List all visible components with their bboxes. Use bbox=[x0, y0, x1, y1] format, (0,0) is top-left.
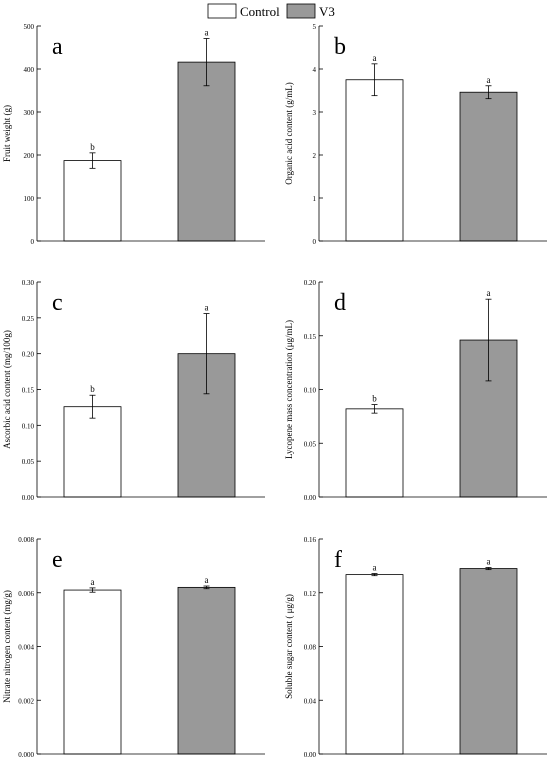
panel-b-y-axis-label: Organic acid content (g/mL) bbox=[284, 82, 294, 185]
panel-d-error-bar-control bbox=[371, 404, 378, 414]
panel-a-label: a bbox=[52, 34, 63, 60]
panel-f-y-tick-label: 0.00 bbox=[304, 751, 317, 759]
panel-d-significance-letter: a bbox=[487, 288, 491, 298]
panel-a-y-tick-label: 500 bbox=[24, 23, 35, 31]
panel-c-y-tick-label: 0.30 bbox=[22, 279, 35, 287]
panel-b-y-tick-label: 1 bbox=[313, 195, 317, 203]
panel-e-label: e bbox=[52, 547, 63, 573]
panel-f-y-tick-label: 0.04 bbox=[304, 697, 317, 705]
panel-e-significance-letter: a bbox=[205, 575, 209, 585]
panel-d-y-tick-label: 0.10 bbox=[304, 387, 317, 395]
panel-d-y-tick-label: 0.00 bbox=[304, 494, 317, 502]
panel-a-y-tick-label: 200 bbox=[24, 152, 35, 160]
panel-f-bar-control bbox=[345, 574, 404, 755]
panel-a-y-axis-label: Fruit weight (g) bbox=[2, 105, 12, 162]
panel-f-significance-letter: a bbox=[373, 563, 377, 573]
panel-d-label: d bbox=[334, 290, 346, 316]
panel-f-y-axis-label: Soluble sugar content ( μg/g) bbox=[284, 594, 294, 699]
panel-f-label: f bbox=[334, 547, 342, 573]
panel-b-significance-letter: a bbox=[487, 75, 491, 85]
panel-e: a a 0.000 0.002 0.004 0.006 0.008 Nitrate nitro… bbox=[2, 536, 265, 759]
panel-a-bar-v3 bbox=[177, 61, 236, 242]
panel-a-significance-letter: a bbox=[205, 27, 209, 37]
panel-a-y-tick-label: 300 bbox=[24, 109, 35, 117]
panel-a-bar-control bbox=[63, 160, 122, 242]
panel-a-y-tick-label: 100 bbox=[24, 195, 35, 203]
panel-a-y-tick-label: 400 bbox=[24, 66, 35, 74]
panel-c-label: c bbox=[52, 290, 63, 316]
panel-c-y-axis-label: Ascorbic acid content (mg/100g) bbox=[2, 330, 12, 449]
panel-b-label: b bbox=[334, 34, 346, 60]
panel-a: b a 0 100 200 300 400 500 Fruit weight (g) a bbox=[2, 23, 265, 246]
legend: Control V3 bbox=[207, 3, 335, 19]
panel-e-error-bar-v3 bbox=[203, 585, 210, 590]
panel-e-bar-control bbox=[63, 589, 122, 755]
legend-swatch-v3 bbox=[286, 3, 316, 19]
legend-swatch-control bbox=[207, 3, 237, 19]
panel-d-y-tick-label: 0.20 bbox=[304, 279, 317, 287]
panel-b-y-tick-label: 3 bbox=[313, 109, 317, 117]
panel-d-significance-letter: b bbox=[372, 394, 377, 404]
panel-e-bar-v3 bbox=[177, 586, 236, 755]
panel-c-error-bar-control bbox=[89, 394, 96, 419]
panel-d-y-tick-label: 0.15 bbox=[304, 333, 317, 341]
panel-d-error-bar-v3 bbox=[485, 298, 492, 382]
panel-c-y-tick-label: 0.15 bbox=[22, 387, 35, 395]
panel-e-error-bar-control bbox=[89, 587, 96, 593]
panel-e-y-tick-label: 0.000 bbox=[18, 751, 34, 759]
panel-b-y-tick-label: 0 bbox=[313, 238, 317, 246]
panel-c: b a 0.00 0.05 0.10 0.15 0.20 0.25 0.30 Ascorbic a… bbox=[2, 279, 265, 502]
panel-c-y-tick-label: 0.20 bbox=[22, 351, 35, 359]
panel-f-y-tick-label: 0.08 bbox=[304, 644, 317, 652]
panel-f-bar-v3 bbox=[459, 568, 518, 755]
panel-d-bar-control bbox=[345, 408, 404, 498]
panel-e-y-tick-label: 0.008 bbox=[18, 536, 34, 544]
panel-b: a a 0 1 2 3 4 5 Organic acid content (g/mL) b bbox=[284, 23, 547, 246]
panel-c-significance-letter: b bbox=[90, 384, 95, 394]
panel-c-y-tick-label: 0.05 bbox=[22, 458, 35, 466]
panel-c-y-tick-label: 0.00 bbox=[22, 494, 35, 502]
panel-d: b a 0.00 0.05 0.10 0.15 0.20 Lycopene mass conc… bbox=[284, 279, 547, 502]
panel-d-y-tick-label: 0.05 bbox=[304, 440, 317, 448]
panel-c-bar-control bbox=[63, 406, 122, 498]
panel-d-y-axis-label: Lycopene mass concentration (μg/mL) bbox=[284, 320, 294, 459]
panel-b-y-tick-label: 2 bbox=[313, 152, 317, 160]
panel-b-y-tick-label: 4 bbox=[313, 66, 317, 74]
panel-c-significance-letter: a bbox=[205, 303, 209, 313]
panel-b-bar-v3 bbox=[459, 91, 518, 242]
panel-b-y-tick-label: 5 bbox=[313, 23, 317, 31]
panel-f-y-tick-label: 0.16 bbox=[304, 536, 317, 544]
panel-e-y-tick-label: 0.006 bbox=[18, 590, 34, 598]
panel-f-error-bar-control bbox=[371, 573, 378, 577]
panel-f-significance-letter: a bbox=[487, 556, 491, 566]
panel-b-bar-control bbox=[345, 79, 404, 242]
panel-b-significance-letter: a bbox=[373, 53, 377, 63]
legend-label-v3: V3 bbox=[319, 4, 335, 19]
panel-f: a a 0.00 0.04 0.08 0.12 0.16 Soluble sugar cont… bbox=[284, 536, 547, 759]
panel-e-y-tick-label: 0.002 bbox=[18, 697, 34, 705]
panel-b-error-bar-control bbox=[371, 63, 378, 97]
panel-c-y-tick-label: 0.10 bbox=[22, 422, 35, 430]
legend-label-control: Control bbox=[240, 4, 280, 19]
panel-c-error-bar-v3 bbox=[203, 313, 210, 395]
panel-b-error-bar-v3 bbox=[485, 85, 492, 100]
panel-c-y-tick-label: 0.25 bbox=[22, 315, 35, 323]
panel-a-error-bar-v3 bbox=[203, 38, 210, 87]
panel-f-y-tick-label: 0.12 bbox=[304, 590, 317, 598]
panel-e-y-tick-label: 0.004 bbox=[18, 644, 34, 652]
chart-panels: b a 0 100 200 300 400 500 Fruit weight (g) a a a 0 1 2… bbox=[2, 23, 547, 759]
panel-f-error-bar-v3 bbox=[485, 567, 492, 571]
panel-e-significance-letter: a bbox=[91, 577, 95, 587]
panel-e-y-axis-label: Nitrate nitrogen content (mg/g) bbox=[2, 590, 12, 703]
panel-a-error-bar-control bbox=[89, 152, 96, 169]
panel-a-significance-letter: b bbox=[90, 142, 95, 152]
panel-a-y-tick-label: 0 bbox=[31, 238, 35, 246]
